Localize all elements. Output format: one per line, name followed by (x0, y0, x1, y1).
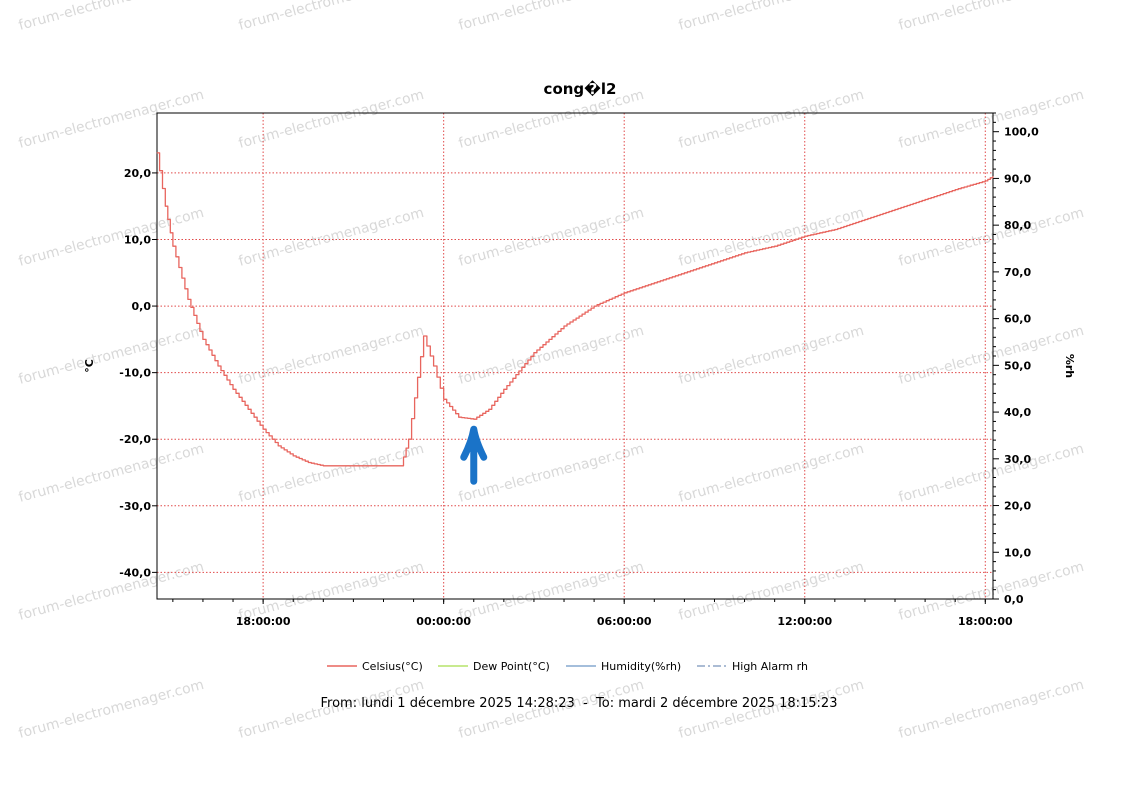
series-celsius-line (156, 152, 994, 467)
watermark-text: forum-electromenager.com (897, 0, 1086, 34)
x-tick-label: 18:00:00 (958, 615, 1013, 628)
watermark-text: forum-electromenager.com (457, 205, 646, 270)
watermark-text: forum-electromenager.com (237, 323, 426, 388)
grid-lines (157, 113, 993, 599)
watermark-text: forum-electromenager.com (677, 323, 866, 388)
watermark-text: forum-electromenager.com (17, 559, 206, 624)
watermark-text: forum-electromenager.com (17, 677, 206, 742)
y-tick-label: -40,0 (119, 566, 151, 579)
watermark-text: forum-electromenager.com (17, 441, 206, 506)
watermark-text: forum-electromenager.com (897, 205, 1086, 270)
x-tick-label: 12:00:00 (777, 615, 832, 628)
legend-label: Celsius(°C) (362, 660, 423, 673)
series-layer (156, 152, 994, 467)
chart-title: cong�l2 (544, 79, 617, 98)
y2-tick-label: 60,0 (1004, 313, 1031, 326)
watermark-text: forum-electromenager.com (237, 205, 426, 270)
y2-tick-label: 100,0 (1004, 126, 1039, 139)
y-axis-left: 20,0 10,0 0,0 -10,0 -20,0 -30,0 -40,0 (119, 167, 157, 579)
y-tick-label: -20,0 (119, 433, 151, 446)
legend-label: High Alarm rh (732, 660, 808, 673)
y-axis-title: °C (83, 359, 96, 373)
watermark-text: forum-electromenager.com (237, 87, 426, 152)
watermark-text: forum-electromenager.com (237, 0, 426, 34)
watermark-text: forum-electromenager.com (677, 559, 866, 624)
y2-tick-label: 70,0 (1004, 266, 1031, 279)
y2-tick-label: 90,0 (1004, 172, 1031, 185)
y-tick-label: -30,0 (119, 500, 151, 513)
watermark-text: forum-electromenager.com (457, 323, 646, 388)
y2-tick-label: 10,0 (1004, 546, 1031, 559)
y2-axis-title: %rh (1063, 354, 1076, 378)
legend-label: Humidity(%rh) (601, 660, 681, 673)
watermark-text: forum-electromenager.com (897, 87, 1086, 152)
watermark-text: forum-electromenager.com (17, 205, 206, 270)
annotation-layer (460, 425, 488, 485)
y-tick-label: -10,0 (119, 367, 151, 380)
y2-tick-label: 0,0 (1004, 593, 1024, 606)
legend-label: Dew Point(°C) (473, 660, 550, 673)
watermark-text: forum-electromenager.com (897, 441, 1086, 506)
watermark-text: forum-electromenager.com (677, 87, 866, 152)
y-axis-right: 100,0 90,0 80,0 70,0 60,0 50,0 40,0 30,0 20,0 10,… (993, 112, 1039, 606)
y2-tick-label: 30,0 (1004, 453, 1031, 466)
y-tick-label: 0,0 (132, 300, 152, 313)
x-tick-label: 00:00:00 (416, 615, 471, 628)
y2-tick-label: 20,0 (1004, 500, 1031, 513)
y2-tick-label: 80,0 (1004, 219, 1031, 232)
watermark-text: forum-electromenager.com (677, 0, 866, 34)
watermark-text: forum-electromenager.com (457, 0, 646, 34)
y2-tick-label: 40,0 (1004, 406, 1031, 419)
x-tick-label: 06:00:00 (597, 615, 652, 628)
annotation-arrow (460, 425, 488, 485)
watermark-text: forum-electromenager.com (17, 87, 206, 152)
watermark-text: forum-electromenager.com (17, 323, 206, 388)
x-tick-label: 18:00:00 (236, 615, 291, 628)
watermark-text: forum-electromenager.com (677, 441, 866, 506)
y2-tick-label: 50,0 (1004, 359, 1031, 372)
watermark-text: forum-electromenager.com (17, 0, 206, 34)
watermark-text: forum-electromenager.com (897, 677, 1086, 742)
date-range-footer: From: lundi 1 décembre 2025 14:28:23 - T… (321, 696, 838, 711)
legend: Celsius(°C) Dew Point(°C) Humidity(%rh) Hig… (327, 660, 808, 673)
watermark-text: forum-electromenager.com (677, 205, 866, 270)
watermark-text: forum-electromenager.com (237, 441, 426, 506)
watermark-text: forum-electromenager.com (457, 441, 646, 506)
x-axis: 18:00:00 00:00:00 06:00:00 12:00:00 18:00:00 (172, 599, 1013, 628)
y-tick-label: 20,0 (124, 167, 151, 180)
watermark-layer: forum-electromenager.com forum-electromen… (17, 0, 1086, 742)
watermark-text: forum-electromenager.com (897, 323, 1086, 388)
y-tick-label: 10,0 (124, 233, 151, 246)
